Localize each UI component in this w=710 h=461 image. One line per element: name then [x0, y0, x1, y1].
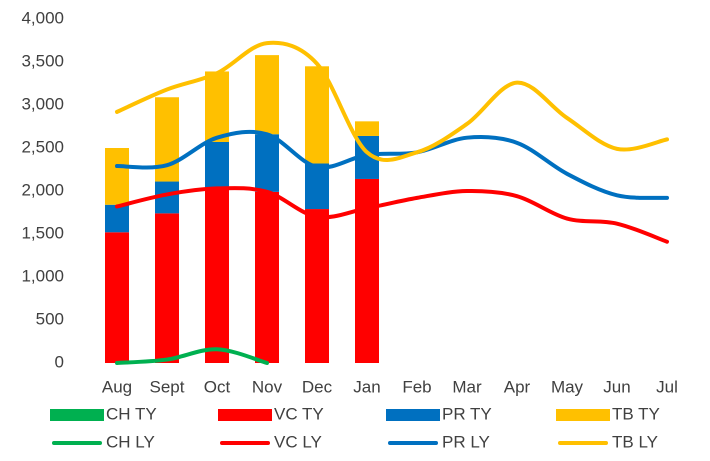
x-tick-label: Oct — [204, 377, 231, 396]
bar — [155, 97, 179, 182]
x-tick-label: Jul — [656, 377, 678, 396]
legend-swatch — [218, 409, 272, 421]
y-tick-label: 2,000 — [21, 180, 64, 199]
legend-label: TB TY — [612, 404, 660, 423]
y-tick-label: 3,000 — [21, 94, 64, 113]
line — [115, 40, 669, 163]
legend-label: PR LY — [442, 432, 490, 451]
x-tick-label: Nov — [252, 377, 283, 396]
bar — [155, 213, 179, 363]
x-tick-label: Dec — [302, 377, 333, 396]
x-tick-label: Mar — [452, 377, 482, 396]
bar — [255, 55, 279, 135]
x-tick-label: Aug — [102, 377, 132, 396]
y-tick-label: 0 — [55, 352, 64, 371]
bar — [255, 191, 279, 363]
legend-label: CH LY — [106, 432, 155, 451]
bar — [105, 204, 129, 233]
legend-label: VC TY — [274, 404, 324, 423]
x-tick-label: Jan — [353, 377, 380, 396]
bar — [255, 134, 279, 192]
y-tick-label: 4,000 — [21, 8, 64, 27]
bar — [205, 141, 229, 189]
y-tick-label: 2,500 — [21, 137, 64, 156]
bar — [105, 232, 129, 363]
line — [115, 129, 669, 200]
bar — [305, 163, 329, 210]
legend-label: VC LY — [274, 432, 322, 451]
bar — [205, 71, 229, 142]
x-tick-label: Feb — [402, 377, 431, 396]
bar — [355, 121, 379, 136]
y-tick-label: 3,500 — [21, 51, 64, 70]
line — [115, 347, 269, 365]
x-tick-label: Sept — [150, 377, 185, 396]
x-tick-label: Jun — [603, 377, 630, 396]
y-tick-label: 500 — [36, 309, 64, 328]
x-tick-label: Apr — [504, 377, 531, 396]
legend-swatch — [386, 409, 440, 421]
legend-label: TB LY — [612, 432, 658, 451]
x-tick-label: May — [551, 377, 584, 396]
bar — [105, 148, 129, 205]
y-tick-label: 1,000 — [21, 266, 64, 285]
line — [115, 186, 669, 244]
y-tick-label: 1,500 — [21, 223, 64, 242]
legend-swatch — [50, 409, 104, 421]
bar — [305, 209, 329, 363]
legend-label: CH TY — [106, 404, 157, 423]
bar — [305, 66, 329, 164]
legend-label: PR TY — [442, 404, 492, 423]
bar — [205, 188, 229, 363]
legend-swatch — [556, 409, 610, 421]
